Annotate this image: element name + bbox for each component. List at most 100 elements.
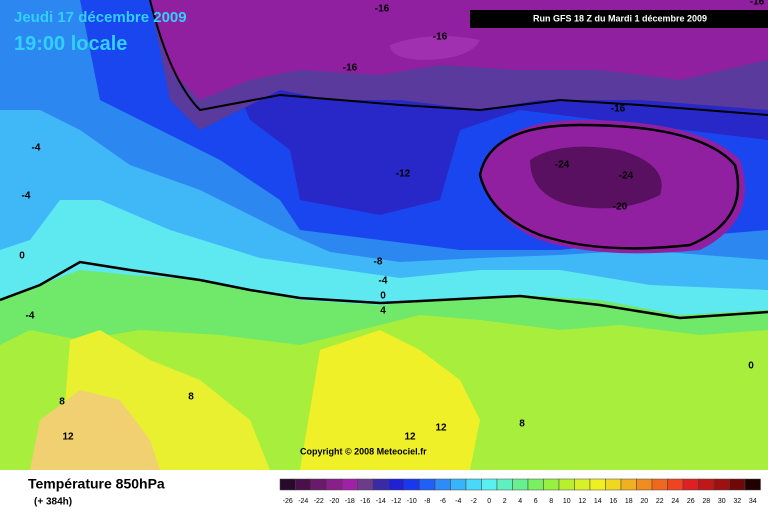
legend-swatch	[496, 478, 513, 491]
zone-darkpurple	[530, 146, 662, 209]
contour-label: -16	[611, 104, 626, 115]
contour-label: 4	[380, 306, 386, 317]
legend-swatch	[744, 478, 761, 491]
legend: -26 -24 -22 -20 -18 -16 -14 -12 -10 -8 -6 -4 -2 0 2 4 6 8…	[279, 478, 761, 505]
legend-label: -18	[345, 498, 355, 505]
contour-label: 12	[62, 432, 74, 443]
legend-swatch	[636, 478, 653, 491]
legend-swatch	[651, 478, 668, 491]
legend-label: -6	[440, 498, 446, 505]
legend-swatch	[682, 478, 699, 491]
legend-label: -12	[391, 498, 401, 505]
footer-subtitle: (+ 384h)	[34, 497, 72, 508]
legend-label: 32	[733, 498, 741, 505]
legend-swatch	[295, 478, 312, 491]
zone-orange	[30, 390, 160, 470]
legend-swatch	[357, 478, 374, 491]
legend-swatch	[341, 478, 358, 491]
legend-label: 22	[656, 498, 664, 505]
legend-swatch	[388, 478, 405, 491]
legend-swatch	[574, 478, 591, 491]
copyright: Copyright © 2008 Meteociel.fr	[300, 446, 427, 456]
legend-label: 0	[487, 498, 491, 505]
legend-swatch	[434, 478, 451, 491]
legend-label: 34	[749, 498, 757, 505]
legend-label: -26	[283, 498, 293, 505]
contour-zero	[0, 260, 768, 320]
legend-label: -2	[471, 498, 477, 505]
legend-label: 2	[503, 498, 507, 505]
legend-swatch	[713, 478, 730, 491]
legend-label: -22	[314, 498, 324, 505]
contour-label: -16	[433, 32, 448, 43]
legend-swatch	[698, 478, 715, 491]
contour-label: -12	[396, 169, 411, 180]
legend-label: 28	[702, 498, 710, 505]
date-label: Jeudi 17 décembre 2009	[14, 9, 187, 26]
legend-swatch	[403, 478, 420, 491]
legend-swatch	[419, 478, 436, 491]
legend-swatch	[450, 478, 467, 491]
contour-label: 0	[19, 251, 25, 262]
legend-swatch	[465, 478, 482, 491]
legend-swatch	[543, 478, 560, 491]
zone-purple-spot	[390, 36, 480, 60]
legend-label: 26	[687, 498, 695, 505]
legend-swatch	[310, 478, 327, 491]
contour-label: -20	[613, 202, 628, 213]
legend-swatch	[326, 478, 343, 491]
legend-swatch	[481, 478, 498, 491]
legend-label: 20	[640, 498, 648, 505]
zone-yellow-south	[300, 330, 480, 470]
legend-label: 14	[594, 498, 602, 505]
contour-label: -24	[619, 171, 634, 182]
contour-label: -16	[343, 63, 358, 74]
legend-label: 10	[563, 498, 571, 505]
contour-label: -4	[32, 143, 41, 154]
legend-swatch	[620, 478, 637, 491]
legend-label: 6	[534, 498, 538, 505]
footer-title: Température 850hPa	[28, 476, 165, 492]
contour-label: -4	[379, 276, 388, 287]
time-label: 19:00 locale	[14, 33, 127, 55]
legend-label: 30	[718, 498, 726, 505]
legend-label: -4	[455, 498, 461, 505]
legend-label: -10	[407, 498, 417, 505]
contour-minus20	[478, 123, 740, 250]
legend-label: 18	[625, 498, 633, 505]
legend-label: -14	[376, 498, 386, 505]
legend-label: -20	[329, 498, 339, 505]
legend-swatch	[589, 478, 606, 491]
legend-label: 16	[609, 498, 617, 505]
contour-label: -4	[26, 311, 35, 322]
legend-label: 24	[671, 498, 679, 505]
legend-label: 12	[578, 498, 586, 505]
legend-label: 4	[518, 498, 522, 505]
legend-swatch	[605, 478, 622, 491]
legend-swatch	[558, 478, 575, 491]
map: Run GFS 18 Z du Mardi 1 décembre 2009 Je…	[0, 0, 768, 470]
legend-swatch	[279, 478, 296, 491]
run-banner	[470, 10, 768, 28]
contour-label: 12	[435, 423, 447, 434]
legend-label: -24	[298, 498, 308, 505]
legend-swatch	[729, 478, 746, 491]
contour-label: 8	[188, 392, 194, 403]
contour-label: -8	[374, 257, 383, 268]
run-info: Run GFS 18 Z du Mardi 1 décembre 2009	[533, 13, 707, 23]
legend-swatch	[512, 478, 529, 491]
contour-label: -16	[375, 4, 390, 15]
legend-swatch	[527, 478, 544, 491]
contour-label: -24	[555, 160, 570, 171]
contour-label: 8	[519, 419, 525, 430]
legend-swatch	[372, 478, 389, 491]
contour-label: -4	[22, 191, 31, 202]
legend-label: 8	[549, 498, 553, 505]
contour-label: 0	[748, 361, 754, 372]
contour-label: 12	[404, 432, 416, 443]
contour-label: 0	[380, 291, 386, 302]
contour-minus16	[149, 0, 768, 116]
contour-label: -16	[750, 0, 765, 8]
legend-label: -8	[424, 498, 430, 505]
